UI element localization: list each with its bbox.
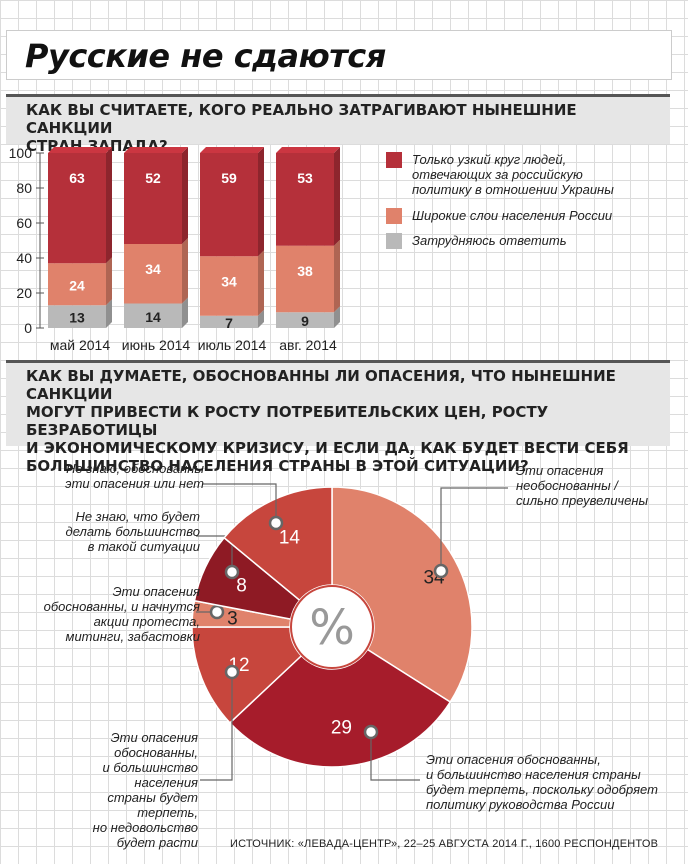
y-tick-label: 0 (24, 320, 32, 336)
bar-segment (124, 153, 182, 244)
question-1: КАК ВЫ СЧИТАЕТЕ, КОГО РЕАЛЬНО ЗАТРАГИВАЮ… (26, 101, 577, 155)
legend-label: Затрудняюсь ответить (412, 233, 567, 248)
legend-label: Только узкий круг людей, отвечающих за р… (412, 152, 614, 197)
bar-segment (276, 245, 334, 313)
bar-side (106, 257, 112, 306)
bar-top (276, 147, 340, 153)
callout-dot (433, 563, 449, 579)
x-category-label: июль 2014 (198, 337, 267, 353)
y-tick-label: 40 (16, 250, 32, 266)
bar-top (48, 147, 112, 153)
bar-side (182, 238, 188, 304)
bar-segment (276, 312, 334, 328)
bar-value-label: 14 (145, 309, 161, 325)
source-note: ИСТОЧНИК: «ЛЕВАДА-ЦЕНТР», 22–25 АВГУСТА … (230, 838, 659, 850)
donut-hole (290, 585, 374, 669)
callout-dot (209, 604, 225, 620)
bar-value-label: 34 (145, 261, 161, 277)
bar-value-label: 63 (69, 170, 85, 186)
bar-segment (276, 153, 334, 246)
pie-slice-label: Эти опасения обоснованны, и большинство … (92, 730, 198, 850)
callout-dot (268, 515, 284, 531)
bar-side (182, 297, 188, 328)
bar-segment (48, 263, 106, 306)
center-percent-label: % (309, 600, 355, 656)
x-category-label: май 2014 (50, 337, 110, 353)
pie-slice-label: Не знаю, обоснованны эти опасения или не… (65, 461, 204, 491)
bar-top (200, 147, 264, 153)
bar-value-label: 34 (221, 273, 237, 289)
y-tick-label: 100 (9, 145, 33, 161)
bar-segment (48, 305, 106, 328)
legend-swatch (386, 233, 402, 249)
bar-side (258, 147, 264, 257)
pie-slice-label: Эти опасения обоснованны, и большинство … (426, 752, 658, 812)
pie-value-label: 29 (331, 718, 352, 739)
bar-side (106, 299, 112, 328)
bar-value-label: 38 (297, 263, 313, 279)
question-2-box: КАК ВЫ ДУМАЕТЕ, ОБОСНОВАННЫ ЛИ ОПАСЕНИЯ,… (6, 360, 670, 475)
bar-top (124, 147, 188, 153)
callout-line (200, 672, 233, 781)
legend-label: Широкие слои населения России (412, 208, 613, 223)
bar-side (334, 239, 340, 313)
pie-slice-label: Эти опасения обоснованны, и начнутся акц… (43, 584, 200, 644)
legend-swatch (386, 152, 402, 168)
question-1-box: КАК ВЫ СЧИТАЕТЕ, КОГО РЕАЛЬНО ЗАТРАГИВАЮ… (6, 94, 670, 155)
bar-value-label: 13 (69, 310, 85, 326)
pie-value-label: 8 (236, 575, 247, 596)
x-category-label: авг. 2014 (279, 337, 337, 353)
bar-side (258, 250, 264, 316)
y-tick-label: 20 (16, 285, 32, 301)
y-tick-label: 80 (16, 180, 32, 196)
callout-line (203, 483, 277, 523)
question-2: КАК ВЫ ДУМАЕТЕ, ОБОСНОВАННЫ ЛИ ОПАСЕНИЯ,… (26, 367, 629, 475)
bar-value-label: 7 (225, 315, 233, 331)
bar-side (182, 147, 188, 244)
y-tick-label: 60 (16, 215, 32, 231)
bar-segment (124, 244, 182, 304)
bar-side (258, 309, 264, 328)
bar-value-label: 24 (69, 277, 85, 293)
callout-line (440, 487, 508, 571)
bar-segment (48, 153, 106, 264)
callout-line (370, 732, 420, 781)
bar-segment (200, 153, 258, 257)
bar-value-label: 53 (297, 170, 313, 186)
callout-dot (224, 664, 240, 680)
bar-segment (200, 315, 258, 328)
bar-value-label: 59 (221, 170, 237, 186)
bar-value-label: 9 (301, 313, 309, 329)
pie-slice-label: Эти опасения необоснованны / сильно преу… (516, 463, 649, 508)
pie-value-label: 3 (227, 609, 238, 630)
pie-value-label: 14 (279, 528, 301, 549)
page-title: Русские не сдаются (25, 37, 386, 75)
bar-side (334, 306, 340, 328)
bar-value-label: 52 (145, 170, 161, 186)
bar-side (334, 147, 340, 246)
pie-slice-label: Не знаю, что будет делать большинство в … (65, 509, 200, 554)
pie-slice (331, 486, 473, 704)
bar-side (106, 147, 112, 264)
x-category-label: июнь 2014 (122, 337, 191, 353)
bar-segment (124, 303, 182, 328)
callout-dot (363, 724, 379, 740)
bar-segment (200, 256, 258, 316)
title-box: Русские не сдаются (6, 30, 672, 80)
legend-swatch (386, 208, 402, 224)
callout-dot (224, 564, 240, 580)
